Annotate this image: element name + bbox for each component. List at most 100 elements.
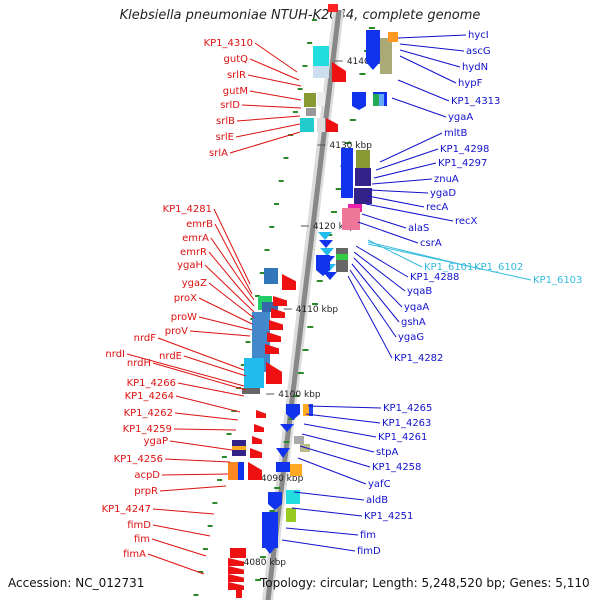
- leader-line: [157, 337, 245, 371]
- leader-line: [399, 49, 461, 68]
- leader-line: [397, 34, 467, 39]
- leader-line: [399, 55, 457, 84]
- gene-label-left: fim: [134, 534, 150, 545]
- gene-arrow: [250, 448, 262, 458]
- gene-label-right: ascG: [466, 46, 491, 57]
- gene-arrow: [268, 492, 282, 510]
- gene-label-left: fimA: [123, 549, 146, 560]
- gene-label-right: ygaA: [448, 112, 473, 123]
- gene-label-left: fimD: [127, 520, 151, 531]
- gene-label-left: KP1_4256: [114, 454, 163, 465]
- leader-line: [307, 405, 382, 409]
- leader-line: [161, 473, 229, 476]
- gene-label-right: yqaB: [407, 286, 432, 297]
- leader-line: [347, 275, 393, 359]
- kbp-label: 4080 kbp: [244, 558, 287, 568]
- gene-label-right: recA: [426, 202, 449, 213]
- gene-box: [286, 490, 300, 504]
- gene-label-right: aldB: [366, 495, 388, 506]
- gene-arrow: [228, 574, 244, 582]
- gene-label-right: KP1_4297: [438, 158, 487, 169]
- gene-box: [373, 94, 379, 106]
- gene-label-left: KP1_4247: [102, 504, 151, 515]
- leader-line: [189, 330, 251, 337]
- gene-label-left: emrB: [186, 219, 213, 230]
- leader-line: [229, 131, 301, 154]
- gene-arrow: [262, 544, 278, 554]
- leader-line: [285, 527, 359, 536]
- leader-line: [147, 553, 205, 575]
- gene-label-right: stpA: [376, 447, 398, 458]
- gene-box: [238, 462, 244, 480]
- gene-box: [276, 462, 290, 472]
- gene-arrow: [332, 62, 346, 82]
- gene-box: [354, 188, 372, 204]
- gene-label-right: fim: [360, 530, 376, 541]
- gene-label-right: hydN: [462, 62, 488, 73]
- gene-label-right: alaS: [408, 223, 429, 234]
- gene-label-right: recX: [455, 216, 478, 227]
- leader-line: [208, 251, 255, 307]
- gene-arrow: [269, 320, 283, 330]
- leader-line: [397, 79, 450, 102]
- gene-arrow: [256, 410, 266, 418]
- gene-label-right: mltB: [444, 128, 467, 139]
- leader-line-highlight: [367, 243, 532, 281]
- leader-line: [375, 148, 439, 171]
- gene-label-right: KP1_4282: [394, 353, 443, 364]
- gene-arrow: [248, 462, 262, 480]
- leader-line: [305, 413, 381, 424]
- gene-label-left: nrdH: [127, 358, 151, 369]
- leader-line: [236, 115, 301, 122]
- leader-line: [235, 123, 301, 138]
- gene-box: [290, 464, 302, 476]
- gene-label-right: fimD: [357, 546, 381, 557]
- gene-arrow: [280, 424, 294, 432]
- leader-line: [198, 316, 253, 331]
- gene-label-left: gutQ: [224, 54, 249, 65]
- leader-line: [365, 203, 454, 222]
- gene-box: [304, 93, 316, 107]
- gene-box: [252, 312, 270, 372]
- gene-label-left: KP1_4266: [127, 378, 176, 389]
- gene-label-left: nrdF: [134, 333, 157, 344]
- leader-line: [208, 282, 255, 319]
- gene-label-left: ygaP: [144, 436, 168, 447]
- gene-arrow: [286, 404, 300, 420]
- gene-label-highlight: KP1_6101: [424, 262, 473, 273]
- gene-box: [236, 588, 242, 598]
- genome-summary-text: Topology: circular; Length: 5,248,520 bp…: [260, 576, 590, 590]
- leader-line: [126, 353, 245, 387]
- gene-arrow: [326, 118, 338, 132]
- leader-line: [151, 538, 207, 557]
- map-title: Klebsiella pneumoniae NTUH-K2044, comple…: [119, 8, 481, 23]
- gene-label-highlight: KP1_6103: [533, 275, 582, 286]
- leader-line: [291, 507, 363, 517]
- gene-box: [294, 436, 304, 444]
- gene-arrow: [316, 255, 330, 276]
- leader-line: [247, 74, 302, 87]
- gene-label-right: yafC: [368, 479, 391, 490]
- leader-line: [361, 213, 407, 229]
- leader-line: [173, 428, 237, 431]
- gene-box: [306, 108, 316, 116]
- leader-line: [214, 223, 253, 295]
- leader-line: [241, 104, 302, 109]
- gene-label-left: acpD: [134, 470, 160, 481]
- gene-label-right: znuA: [434, 174, 459, 185]
- leader-line: [371, 178, 433, 185]
- gene-box: [303, 404, 309, 416]
- gene-box: [342, 208, 360, 230]
- gene-arrow: [252, 436, 262, 444]
- leader-line: [353, 257, 403, 308]
- gene-label-left: KP1_4262: [124, 408, 173, 419]
- gene-box: [313, 46, 329, 66]
- leader-line: [183, 355, 247, 377]
- gene-arrow: [282, 274, 296, 290]
- gene-arrow: [352, 92, 366, 110]
- gene-label-left: proX: [174, 293, 197, 304]
- gene-label-left: KP1_4310: [204, 38, 253, 49]
- gene-box: [300, 118, 314, 132]
- gene-arrow: [266, 362, 282, 384]
